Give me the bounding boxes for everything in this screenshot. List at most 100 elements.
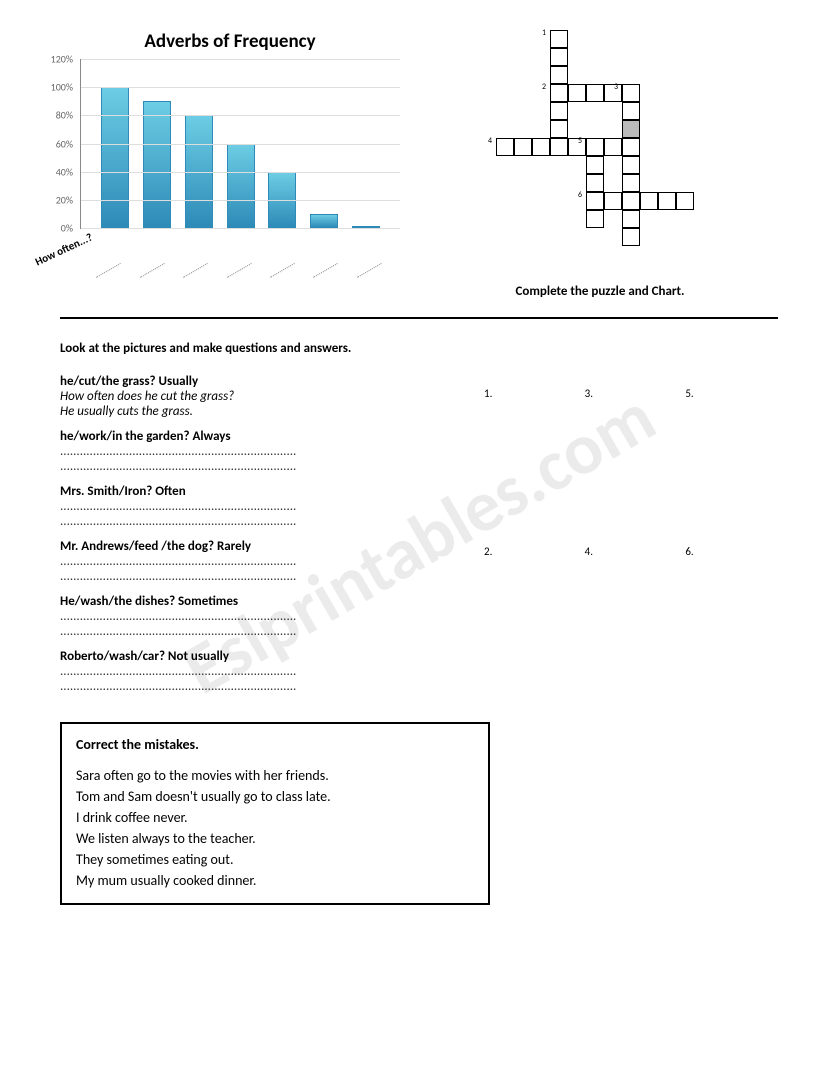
example-question: How often does he cut the grass? (60, 389, 450, 404)
crossword-clue-number: 6 (578, 190, 582, 200)
crossword-cell[interactable] (622, 228, 640, 246)
crossword-clue-number: 1 (542, 28, 546, 38)
crossword-cell[interactable] (568, 138, 586, 156)
crossword-cell[interactable] (676, 192, 694, 210)
crossword-cell[interactable] (658, 192, 676, 210)
crossword-cell[interactable] (586, 174, 604, 192)
crossword-cell[interactable] (568, 84, 586, 102)
crossword-cell[interactable] (550, 120, 568, 138)
mistake-sentence: I drink coffee never. (76, 807, 474, 828)
answer-line[interactable]: ........................................… (60, 554, 450, 569)
bar (310, 214, 338, 228)
picture-number: 2. (484, 545, 492, 558)
mistake-sentence: Tom and Sam doesn't usually go to class … (76, 786, 474, 807)
y-tick-label: 0% (61, 222, 73, 235)
crossword-cell[interactable] (622, 210, 640, 228)
crossword-cell[interactable] (586, 156, 604, 174)
x-tick-label (313, 263, 338, 278)
crossword-cell[interactable] (586, 192, 604, 210)
mistake-sentence: They sometimes eating out. (76, 849, 474, 870)
bar (143, 101, 171, 228)
crossword-cell[interactable] (550, 102, 568, 120)
answer-line[interactable]: ........................................… (60, 459, 450, 474)
picture-gardening: 2. (480, 559, 569, 639)
y-tick-label: 80% (56, 109, 73, 122)
y-tick-label: 60% (56, 137, 73, 150)
qa-prompt: Mrs. Smith/Iron? Often (60, 484, 450, 499)
bar (101, 87, 129, 228)
picture-number: 6. (685, 545, 693, 558)
crossword-cell[interactable] (604, 138, 622, 156)
crossword-cell[interactable] (622, 102, 640, 120)
answer-line[interactable]: ........................................… (60, 569, 450, 584)
qa-section: Look at the pictures and make questions … (60, 341, 778, 704)
crossword-cell[interactable] (622, 156, 640, 174)
y-tick-label: 100% (51, 81, 73, 94)
crossword-cell[interactable] (586, 84, 604, 102)
crossword-cell[interactable] (622, 192, 640, 210)
picture-number: 3. (585, 387, 593, 400)
crossword-cell[interactable] (604, 84, 622, 102)
crossword-cell-shaded (622, 120, 640, 138)
crossword-cell[interactable] (622, 84, 640, 102)
qa-prompt: Roberto/wash/car? Not usually (60, 649, 450, 664)
picture-number: 5. (685, 387, 693, 400)
crossword-cell[interactable] (586, 138, 604, 156)
answer-line[interactable]: ........................................… (60, 679, 450, 694)
answer-line[interactable]: ........................................… (60, 499, 450, 514)
crossword-cell[interactable] (622, 174, 640, 192)
crossword-clue-number: 5 (578, 136, 582, 146)
mistakes-title: Correct the mistakes. (76, 736, 474, 753)
crossword-cell[interactable] (550, 84, 568, 102)
crossword-clue-number: 3 (614, 82, 618, 92)
crossword-cell[interactable] (550, 30, 568, 48)
x-tick-label (270, 263, 295, 278)
qa-prompt: he/work/in the garden? Always (60, 429, 450, 444)
crossword-cell[interactable] (532, 138, 550, 156)
crossword-clue-number: 4 (488, 136, 492, 146)
picture-feeding-dog: 4. (581, 559, 670, 639)
answer-line[interactable]: ........................................… (60, 444, 450, 459)
picture-washing-car: 6. (681, 559, 770, 639)
chart-axis-label: How often...? (33, 231, 94, 269)
crossword-clue-number: 2 (542, 82, 546, 92)
example-prompt: he/cut/the grass? Usually (60, 374, 450, 389)
crossword-cell[interactable] (550, 48, 568, 66)
chart-title: Adverbs of Frequency (60, 30, 400, 53)
crossword-cell[interactable] (622, 138, 640, 156)
crossword-section: 123456 Complete the puzzle and Chart. (440, 30, 760, 299)
crossword-cell[interactable] (550, 66, 568, 84)
divider (60, 317, 778, 319)
picture-number: 1. (484, 387, 492, 400)
picture-mowing-lawn: 1. (480, 401, 569, 481)
mistake-sentence: My mum usually cooked dinner. (76, 870, 474, 891)
picture-number: 4. (585, 545, 593, 558)
example-answer: He usually cuts the grass. (60, 404, 450, 419)
y-tick-label: 120% (51, 53, 73, 66)
x-tick-label (140, 263, 165, 278)
crossword-cell[interactable] (514, 138, 532, 156)
x-tick-label (183, 263, 208, 278)
crossword-cell[interactable] (586, 210, 604, 228)
picture-grid: 1.3.5.2.4.6. (480, 341, 770, 704)
answer-line[interactable]: ........................................… (60, 514, 450, 529)
x-tick-label (227, 263, 252, 278)
qa-prompt: Mr. Andrews/feed /the dog? Rarely (60, 539, 450, 554)
answer-line[interactable]: ........................................… (60, 624, 450, 639)
crossword-grid[interactable]: 1 2 3 4 5 6 (460, 30, 740, 270)
crossword-cell[interactable] (640, 192, 658, 210)
answer-line[interactable]: ........................................… (60, 664, 450, 679)
answer-line[interactable]: ........................................… (60, 609, 450, 624)
bar (227, 144, 255, 229)
y-tick-label: 40% (56, 165, 73, 178)
bar-chart: Adverbs of Frequency 0%20%40%60%80%100%1… (60, 30, 400, 229)
crossword-cell[interactable] (550, 138, 568, 156)
picture-washing-dishes: 5. (681, 401, 770, 481)
mistakes-box: Correct the mistakes. Sara often go to t… (60, 722, 490, 905)
mistake-sentence: We listen always to the teacher. (76, 828, 474, 849)
crossword-cell[interactable] (496, 138, 514, 156)
crossword-cell[interactable] (604, 192, 622, 210)
mistake-sentence: Sara often go to the movies with her fri… (76, 765, 474, 786)
y-tick-label: 20% (56, 193, 73, 206)
picture-ironing: 3. (581, 401, 670, 481)
